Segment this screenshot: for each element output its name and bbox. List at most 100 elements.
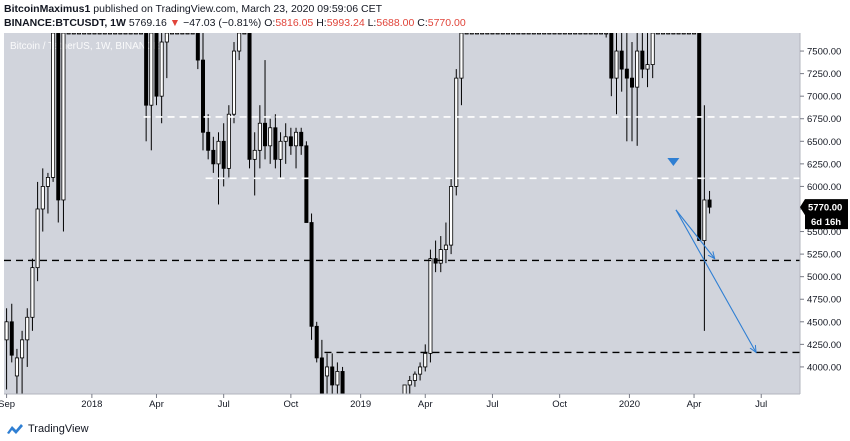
last-price: 5769.16: [128, 17, 167, 29]
y-tick-label: 6500.00: [807, 137, 841, 148]
candle-body: [190, 33, 195, 35]
candle-body: [609, 33, 614, 79]
candle-body: [9, 321, 14, 356]
candle-body: [443, 244, 448, 250]
candle-body: [294, 131, 299, 147]
y-tick-label: 4250.00: [807, 340, 841, 351]
candle-body: [676, 33, 681, 35]
current-price-badge: [800, 199, 848, 230]
candlestick-chart[interactable]: Bitcoin / TetherUS, 1W, BINANCE 7500.00 72…: [0, 33, 850, 418]
current-price-label: 5770.00: [808, 203, 842, 214]
tradingview-logo-icon: [7, 424, 23, 434]
candle-body: [149, 33, 154, 106]
candle-body: [14, 357, 19, 377]
published-text: published on TradingView.com, March 23, …: [93, 3, 383, 15]
y-tick-label: 4500.00: [807, 317, 841, 328]
low-label: L:: [367, 17, 377, 29]
candle-body: [480, 33, 485, 35]
candle-body: [335, 371, 340, 386]
candle-body: [505, 33, 510, 35]
candle-body: [454, 77, 459, 187]
x-tick-label: Apr: [418, 399, 433, 410]
candle-body: [226, 113, 231, 169]
low-value: 5688.00: [376, 17, 415, 29]
candle-body: [61, 33, 66, 201]
candle-body: [619, 50, 624, 70]
y-tick-label: 7000.00: [807, 92, 841, 103]
candle-body: [526, 33, 531, 35]
y-tick-label: 5000.00: [807, 272, 841, 283]
candle-body: [4, 321, 9, 341]
x-tick-label: 2018: [81, 399, 102, 410]
candle-body: [314, 325, 319, 359]
close-label: C:: [417, 17, 428, 29]
candle-body: [30, 267, 35, 318]
candle-body: [459, 33, 464, 79]
candle-body: [237, 33, 242, 52]
candle-body: [221, 140, 226, 169]
candle-body: [133, 33, 138, 35]
candle-body: [635, 50, 640, 88]
tradingview-brand[interactable]: TradingView: [28, 423, 89, 435]
candle-body: [661, 33, 666, 35]
plot-area: [4, 33, 800, 394]
candle-body: [438, 249, 443, 264]
candle-body: [474, 33, 479, 35]
candle-body: [82, 33, 87, 35]
candle-body: [180, 33, 185, 35]
candle-body: [247, 33, 252, 160]
y-tick-label: 6750.00: [807, 114, 841, 125]
candle-body: [423, 352, 428, 368]
candle-body: [516, 33, 521, 35]
candle-body: [495, 33, 500, 35]
candle-body: [288, 136, 293, 147]
change-down-icon: ▼: [169, 17, 181, 29]
candle-body: [630, 77, 635, 88]
candle-body: [511, 33, 516, 35]
candle-body: [169, 33, 174, 35]
candle-body: [428, 258, 433, 354]
candle-body: [402, 384, 407, 395]
candle-body: [697, 33, 702, 241]
candle-body: [562, 33, 567, 35]
candle-body: [175, 33, 180, 35]
y-tick-label: 7250.00: [807, 69, 841, 80]
candle-body: [304, 145, 309, 223]
candle-body: [232, 50, 237, 115]
author-name[interactable]: BitcoinMaximus1: [4, 3, 91, 15]
candle-body: [340, 371, 345, 395]
publish-line: BitcoinMaximus1 published on TradingView…: [4, 2, 844, 16]
candle-body: [330, 366, 335, 386]
candle-body: [195, 33, 200, 61]
candle-body: [154, 33, 159, 97]
candle-body: [521, 33, 526, 35]
candle-body: [211, 149, 216, 165]
price-change: −47.03 (−0.81%): [183, 17, 262, 29]
candle-body: [283, 136, 288, 142]
down-triangle-icon: [667, 158, 680, 167]
candle-body: [573, 33, 578, 35]
projection-arrow-0: [675, 209, 715, 259]
candle-body: [593, 33, 598, 35]
candle-body: [604, 33, 609, 35]
candle-body: [242, 33, 247, 35]
candle-body: [56, 33, 61, 201]
candle-body: [278, 140, 283, 160]
candle-body: [40, 186, 45, 210]
candle-body: [469, 33, 474, 35]
x-tick-label: Oct: [283, 399, 298, 410]
candle-body: [655, 33, 660, 35]
candle-body: [102, 33, 107, 35]
y-tick-label: 6000.00: [807, 182, 841, 193]
projection-arrow-1: [675, 209, 756, 353]
x-tick-label: Apr: [149, 399, 164, 410]
y-tick-label: 6250.00: [807, 159, 841, 170]
candle-body: [309, 222, 314, 327]
candle-body: [500, 33, 505, 35]
candle-body: [144, 33, 149, 106]
candle-body: [252, 149, 257, 160]
candle-body: [206, 131, 211, 151]
candle-body: [666, 33, 671, 35]
x-tick-label: 2020: [619, 399, 640, 410]
high-label: H:: [316, 17, 327, 29]
